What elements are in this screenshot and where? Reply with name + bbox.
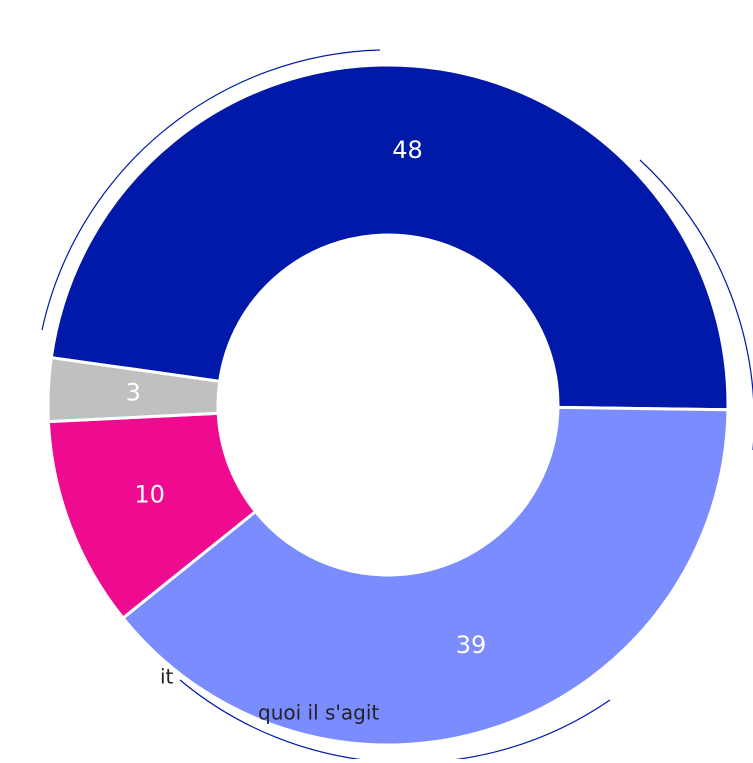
data-label: 48	[392, 136, 423, 164]
legend-text: it	[160, 665, 174, 689]
slice	[49, 63, 730, 412]
legend-text: quoi il s'agit	[258, 701, 379, 725]
data-label: 39	[456, 631, 487, 659]
slice	[46, 355, 222, 424]
decor-arc	[639, 159, 753, 450]
slice	[120, 405, 730, 747]
data-label: 10	[134, 481, 165, 509]
decor-arc	[41, 49, 381, 331]
data-label: 3	[126, 378, 141, 406]
